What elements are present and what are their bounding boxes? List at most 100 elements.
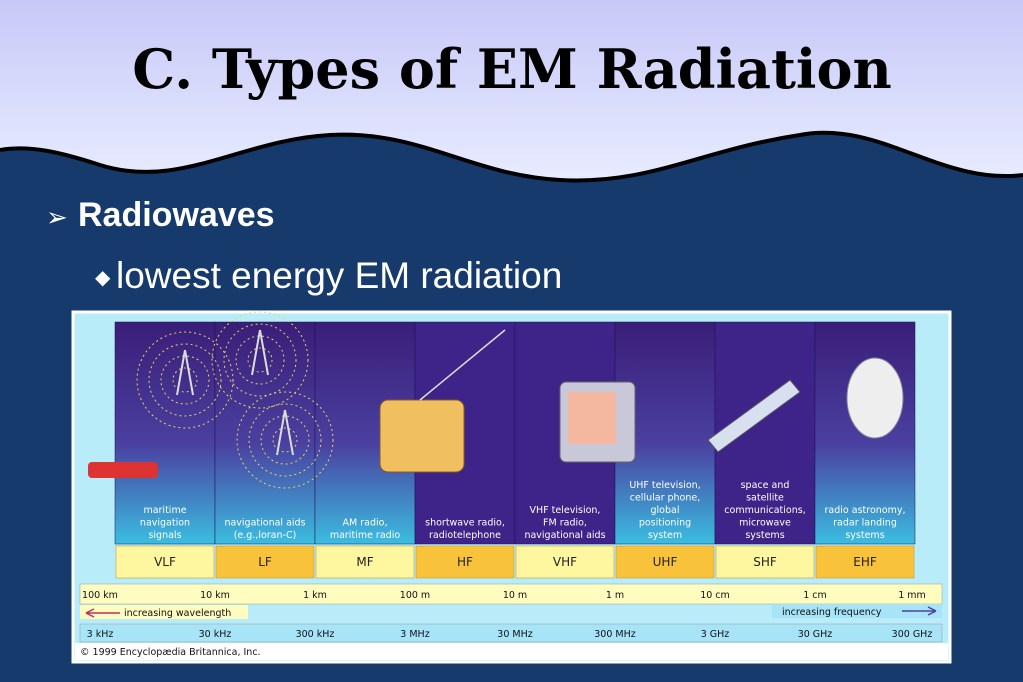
- band-description: navigation: [140, 518, 190, 529]
- frequency-strip: [79, 623, 943, 643]
- frequency-label: 30 GHz: [798, 629, 833, 640]
- band-description: AM radio,: [343, 518, 388, 529]
- wavelength-arrow-box: [80, 605, 248, 619]
- band-label: EHF: [853, 555, 877, 569]
- band-description: positioning: [639, 518, 691, 529]
- wavelength-label: 100 m: [400, 590, 430, 601]
- band-description: cellular phone,: [630, 493, 701, 504]
- bullet: Radiowaves: [78, 196, 275, 234]
- band-label: VHF: [553, 555, 577, 569]
- bullet-icon: ➢: [46, 203, 68, 233]
- wavelength-arrow-label: increasing wavelength: [124, 608, 231, 619]
- wavelength-label: 1 mm: [898, 590, 926, 601]
- frequency-label: 30 MHz: [497, 629, 532, 640]
- wavelength-label: 1 cm: [803, 590, 827, 601]
- band-label-box: [615, 545, 715, 579]
- wavelength-label: 10 m: [503, 590, 527, 601]
- frequency-label: 30 kHz: [199, 629, 232, 640]
- wave-ring: [236, 391, 334, 489]
- frequency-arrow-label: increasing frequency: [782, 607, 882, 618]
- wavelength-label: 1 km: [303, 590, 327, 601]
- tower: [276, 409, 294, 456]
- tower: [251, 329, 269, 376]
- wavelength-label: 10 km: [200, 590, 230, 601]
- band-label-box: [515, 545, 615, 579]
- wave-ring: [160, 355, 210, 405]
- band-description: navigational aids: [524, 530, 605, 541]
- frequency-label: 300 MHz: [594, 629, 635, 640]
- band-label-box: [215, 545, 315, 579]
- band-description: satellite: [746, 493, 784, 504]
- wavelength-label: 100 km: [82, 590, 118, 601]
- wave-ring: [136, 331, 234, 429]
- band-description: system: [648, 530, 682, 541]
- band-label: LF: [258, 555, 272, 569]
- frequency-label: 3 kHz: [87, 629, 114, 640]
- frequency-label: 3 MHz: [400, 629, 429, 640]
- antenna: [419, 329, 506, 401]
- band-label: SHF: [753, 555, 777, 569]
- band-description: global: [651, 505, 680, 516]
- dish: [846, 357, 904, 439]
- band-label-box: [315, 545, 415, 579]
- wave-ring: [247, 347, 273, 373]
- frequency-arrow: [902, 606, 937, 616]
- band-column: [114, 321, 216, 545]
- header-wave: [0, 0, 1023, 181]
- band-description: VHF television,: [530, 505, 601, 516]
- copyright-box: [75, 643, 948, 660]
- wavelength-strip: [79, 583, 943, 605]
- title: C. Types of EM Radiation: [132, 37, 891, 101]
- wave-ring: [272, 427, 298, 453]
- wave-ring: [235, 335, 285, 385]
- wave-ring: [223, 323, 297, 397]
- frequency-label: 300 GHz: [892, 629, 933, 640]
- wavelength-label: 10 cm: [700, 590, 730, 601]
- band-description: FM radio,: [543, 518, 587, 529]
- frequency-label: 300 kHz: [296, 629, 335, 640]
- wave-ring: [211, 311, 309, 409]
- wave-ring: [260, 415, 310, 465]
- radio: [379, 399, 465, 473]
- band-label: HF: [457, 555, 473, 569]
- band-label: VLF: [154, 555, 176, 569]
- band-description: maritime radio: [330, 530, 401, 541]
- band-description: radio astronomy,: [825, 505, 906, 516]
- band-label-box: [115, 545, 215, 579]
- tv-screen: [568, 392, 616, 444]
- band-description: space and: [741, 480, 790, 491]
- wave-ring: [248, 403, 322, 477]
- band-label-box: [815, 545, 915, 579]
- band-description: radar landing: [833, 518, 897, 529]
- band-description: shortwave radio,: [425, 518, 505, 529]
- band-label-box: [715, 545, 815, 579]
- wave-edge: [0, 130, 1023, 183]
- band-description: navigational aids: [224, 518, 305, 529]
- wavelength-arrow: [85, 608, 120, 618]
- band-description: UHF television,: [629, 480, 700, 491]
- band-description: maritime: [143, 505, 186, 516]
- sub-bullet: lowest energy EM radiation: [116, 255, 562, 296]
- wavelength-label: 1 m: [606, 590, 624, 601]
- ship: [88, 462, 158, 478]
- band-description: signals: [148, 530, 181, 541]
- frequency-arrow-box: [772, 604, 942, 618]
- satellite: [707, 379, 801, 453]
- wave-ring: [172, 367, 198, 393]
- copyright: © 1999 Encyclopædia Britannica, Inc.: [80, 647, 261, 658]
- tower: [176, 349, 194, 396]
- frequency-label: 3 GHz: [701, 629, 730, 640]
- band-description: systems: [845, 530, 884, 541]
- band-description: systems: [745, 530, 784, 541]
- band-label: MF: [356, 555, 373, 569]
- band-label: UHF: [653, 555, 678, 569]
- band-label-box: [415, 545, 515, 579]
- wave-ring: [148, 343, 222, 417]
- band-description: (e.g.,loran-C): [234, 530, 297, 541]
- bullet-icon: ◆: [95, 265, 111, 289]
- band-description: radiotelephone: [429, 530, 501, 541]
- band-description: communications,: [724, 505, 805, 516]
- band-description: microwave: [739, 518, 791, 529]
